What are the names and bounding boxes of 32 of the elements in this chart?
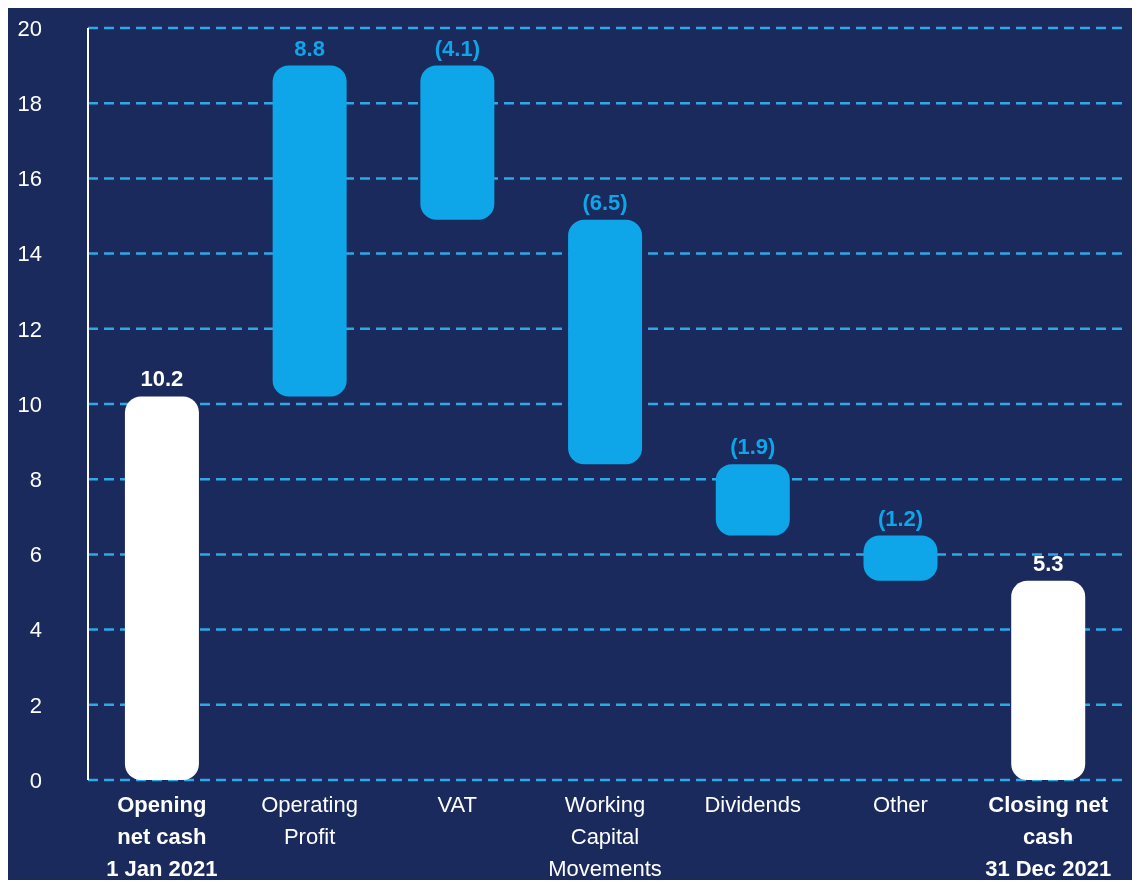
data-label: 10.2 [140, 366, 184, 392]
bar [863, 535, 938, 581]
x-tick-label: VAT [437, 792, 478, 817]
bar [272, 65, 347, 397]
x-tick-label: Other [872, 792, 928, 817]
bar [568, 219, 643, 465]
data-label: 5.3 [1032, 550, 1064, 576]
y-tick-label: 10 [17, 391, 42, 417]
x-tick-label: Operating Profit [261, 792, 358, 849]
data-label: 8.8 [294, 35, 325, 61]
bar [420, 65, 495, 220]
y-tick-label: 14 [17, 241, 42, 267]
x-tick-label: Working Capital Movements [548, 792, 662, 881]
data-label: (4.1) [434, 35, 480, 61]
x-tick-label: Opening net cash 1 Jan 2021 [106, 792, 218, 881]
y-tick-label: 4 [29, 617, 42, 643]
y-tick-label: 12 [17, 316, 42, 342]
data-label: (1.9) [730, 434, 776, 460]
y-tick-label: 8 [29, 467, 42, 493]
data-label: (6.5) [582, 189, 628, 215]
bar [1011, 580, 1086, 780]
y-tick-label: 0 [29, 767, 42, 793]
y-tick-label: 18 [17, 91, 42, 117]
y-tick-label: 16 [17, 166, 42, 192]
bar [715, 464, 790, 536]
x-tick-label: Closing net cash 31 Dec 2021 [985, 792, 1112, 881]
y-tick-label: 6 [29, 542, 42, 568]
y-tick-label: 2 [29, 692, 42, 718]
bar [124, 396, 199, 780]
data-label: (1.2) [877, 505, 924, 531]
y-tick-label: 20 [17, 15, 42, 41]
x-tick-label: Dividends [704, 792, 802, 817]
